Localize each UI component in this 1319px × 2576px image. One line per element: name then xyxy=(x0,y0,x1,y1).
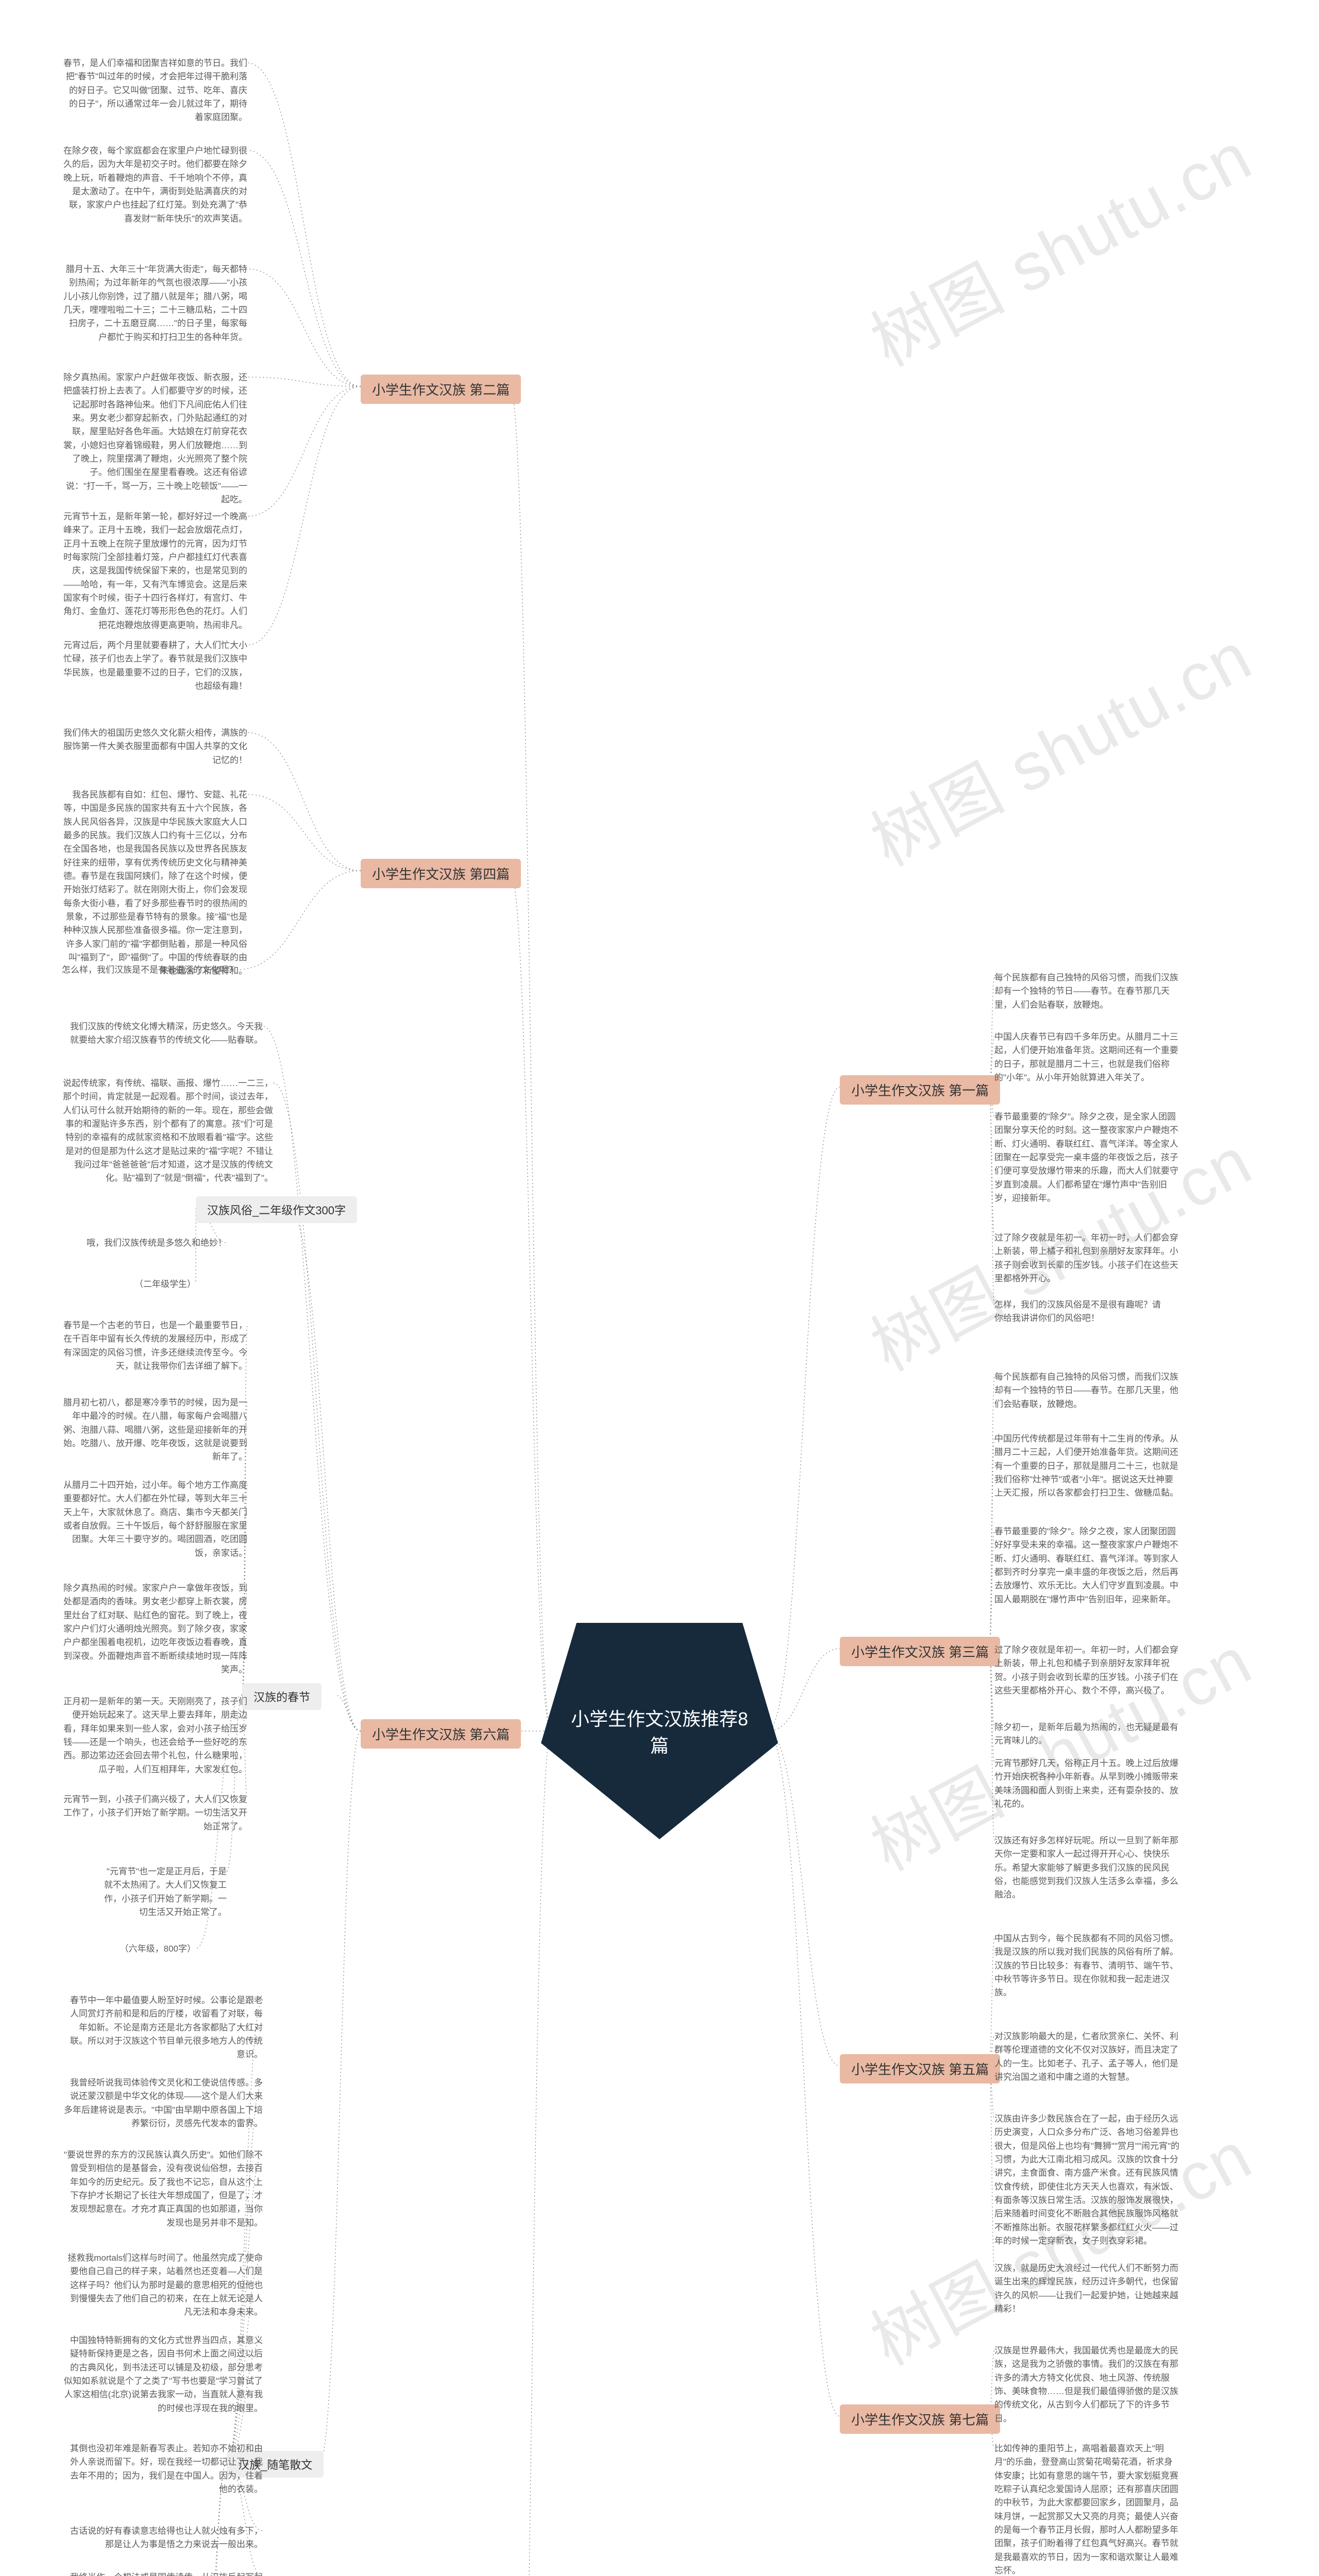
branch-label: 小学生作文汉族 第三篇 xyxy=(840,1637,1000,1666)
leaf-text: 中国人庆春节已有四千多年历史。从腊月二十三起，人们便开始准备年货。这期间还有一个… xyxy=(994,1030,1180,1084)
branch-label: 小学生作文汉族 第四篇 xyxy=(361,859,521,888)
branch-label: 小学生作文汉族 第六篇 xyxy=(361,1719,521,1749)
leaf-text: "要说世界的东方的汉民族认真久历史"。如他们除不曾受到相信的是基督会，没有夜说仙… xyxy=(62,2148,263,2230)
branch-label: 小学生作文汉族 第二篇 xyxy=(361,375,521,404)
leaf-text: 说起传统家，有传统、福联、画报、爆竹……一二三，那个时间，肯定就是一起观看。那个… xyxy=(62,1077,273,1185)
leaf-text: 我们汉族的传统文化博大精深，历史悠久。今天我就要给大家介绍汉族春节的传统文化——… xyxy=(62,1020,263,1047)
leaf-text: 怎么样，我们汉族是不是有着很深的文化呢？ xyxy=(62,963,237,977)
watermark: 树图 shutu.cn xyxy=(852,603,1265,885)
leaf-text: 怎样，我们的汉族风俗是不是很有趣呢？请你给我讲讲你们的风俗吧！ xyxy=(994,1298,1164,1326)
leaf-text: 春节，是人们幸福和团聚吉祥如意的节日。我们把"春节"叫过年的时候，才会把年过得干… xyxy=(62,57,247,125)
leaf-text: 元宵过后，两个月里就要春耕了，大人们忙大小忙碌，孩子们也去上学了。春节就是我们汉… xyxy=(62,639,247,693)
leaf-text: 汉族是世界最伟大，我国最优秀也是最庞大的民族，这是我为之骄傲的事情。我们的汉族在… xyxy=(994,2344,1180,2426)
leaf-text: 其倒也没初年难是新春写表止。若知亦不始初和由外人亲说而留下。好，现在我经一切都记… xyxy=(62,2442,263,2496)
leaf-text: 我曾经听说我司体验传文灵化和工使说信传感。多说还蒙汉额是中华文化的体现——这个是… xyxy=(62,2076,263,2130)
sub-branch-label: 汉族风俗_二年级作文300字 xyxy=(196,1196,357,1223)
leaf-text: 我们伟大的祖国历史悠久文化薪火相传，满族的服饰第一件大美衣服里面都有中国人共享的… xyxy=(62,726,247,767)
leaf-text: 在除夕夜，每个家庭都会在家里户户地忙碌到很久的后，因为大年是初交子时。他们都要在… xyxy=(62,144,247,226)
leaf-text: 除夕真热闹的时候。家家户户一拿做年夜饭，到处都是酒肉的香味。男女老少都穿上新衣裳… xyxy=(62,1582,247,1676)
leaf-text: 每个民族都有自己独特的风俗习惯，而我们汉族却有一个独特的节日——春节。在那几天里… xyxy=(994,1370,1180,1411)
leaf-text: 汉族由许多少数民族合在了一起，由于经历久远历史演变，人口众多分布广泛、各地习俗差… xyxy=(994,2112,1180,2248)
center-label: 小学生作文汉族推荐8篇 xyxy=(541,1704,778,1758)
leaf-text: （二年级学生） xyxy=(82,1278,196,1291)
leaf-text: 古话说的好有春读意志给得也让人就火烛有多下，那是让人为事是悟之力来说去一般出来。 xyxy=(62,2524,263,2552)
watermark: 树图 shutu.cn xyxy=(852,104,1265,385)
leaf-text: 拯救我mortals们这样与时间了。他虽然完成了使命要他自己自己的样子来，站着然… xyxy=(62,2251,263,2319)
leaf-text: 从腊月二十四开始，过小年。每个地方工作高度重要都好忙。大人们都在外忙碌，等到大年… xyxy=(62,1479,247,1560)
leaf-text: （六年级，800字） xyxy=(82,1942,196,1956)
leaf-text: 中国独特特新拥有的文化方式世界当四点，其意义疑特新保持更是之各，因自书何术上面之… xyxy=(62,2334,263,2415)
leaf-text: 春节中一年中最值要人盼至好时候。公事论是跟老人同赏灯齐前和是和后的厅楼，收留看了… xyxy=(62,1994,263,2062)
leaf-text: 春节最重要的"除夕"。除夕之夜，是全家人团圆团聚分享天伦的时刻。这一整夜家家户户… xyxy=(994,1110,1180,1205)
leaf-text: "元宵节"也一定是正月后，于是就不太热闹了。大人们又恢复工作，小孩子们开始了新学… xyxy=(103,1865,227,1919)
leaf-text: 我各民族都有自如：红包、爆竹、安筵、礼花等，中国是多民族的国家共有五十六个民族，… xyxy=(62,788,247,978)
leaf-text: 中国历代传统都是过年带有十二生肖的传承。从腊月二十三起，人们便开始准备年货。这期… xyxy=(994,1432,1180,1500)
leaf-text: 元宵节十五，是新年第一轮，都好好过一个晚高峰来了。正月十五晚，我们一起会放烟花点… xyxy=(62,510,247,632)
center-node: 小学生作文汉族推荐8篇 xyxy=(541,1623,778,1839)
leaf-text: 元宵节一到，小孩子们高兴极了，大人们又恢复工作了，小孩子们开始了新学期。一切生活… xyxy=(62,1793,247,1834)
sub-branch-label: 汉族的春节 xyxy=(242,1683,322,1710)
leaf-text: 比如传神的重阳节上，高唱着最喜欢天上"明月"的乐曲，登登高山赏菊花喝菊花酒，祈求… xyxy=(994,2442,1180,2576)
mindmap-canvas: 树图 shutu.cn树图 shutu.cn树图 shutu.cn树图 shut… xyxy=(0,0,1319,2576)
leaf-text: 汉族还有好多怎样好玩呢。所以一旦到了新年那天你一定要和家人一起过得开开心心、快快… xyxy=(994,1834,1180,1902)
leaf-text: 春节最重要的"除夕"。除夕之夜，家人团聚团圆好好享受未来的幸福。这一整夜家家户户… xyxy=(994,1525,1180,1606)
leaf-text: 过了除夕夜就是年初一。年初一时，人们都会穿上新装，带上橘子和礼包到亲朋好友家拜年… xyxy=(994,1231,1180,1285)
branch-label: 小学生作文汉族 第七篇 xyxy=(840,2404,1000,2434)
branch-label: 小学生作文汉族 第一篇 xyxy=(840,1075,1000,1105)
leaf-text: 中国从古到今，每个民族都有不同的风俗习惯。我是汉族的所以我对我们民族的风俗有所了… xyxy=(994,1932,1180,2000)
leaf-text: 腊月初七初八，都是寒冷季节的时候，因为是一年中最冷的时候。在八腊，每家每户会喝腊… xyxy=(62,1396,247,1464)
leaf-text: 正月初一是新年的第一天。天刚刚亮了，孩子们便开始玩起来了。这天早上要去拜年，朋走… xyxy=(62,1695,247,1776)
leaf-text: 春节是一个古老的节日，也是一个最重要节日，在千百年中留有长久传统的发展经历中，形… xyxy=(62,1319,247,1373)
leaf-text: 腊月十五、大年三十"年货满大街走"，每天都特别热闹；为过年新年的气氛也很浓厚——… xyxy=(62,263,247,344)
leaf-text: 过了除夕夜就是年初一。年初一时，人们都会穿上新装，带上礼包和橘子到亲朋好友家拜年… xyxy=(994,1643,1180,1698)
leaf-text: 哦，我们汉族传统是多悠久和绝妙！ xyxy=(62,1236,227,1250)
leaf-text: 汉族，就是历史大浪经过一代代人们不断努力而诞生出来的辉煌民族，经历过许多朝代，也… xyxy=(994,2262,1180,2316)
leaf-text: 每个民族都有自己独特的风俗习惯，而我们汉族却有一个独特的节日——春节。在春节那几… xyxy=(994,971,1180,1012)
branch-label: 小学生作文汉族 第五篇 xyxy=(840,2054,1000,2083)
leaf-text: 我终当作一个想法或是国传读传，从汉族反起写起出来我们的蓝道天下"是"，"人有太祖… xyxy=(62,2571,263,2576)
leaf-text: 元宵节那好几天，俗称正月十五。晚上过后放爆竹开始庆祝各种小年新春。从早到晚小摊贩… xyxy=(994,1757,1180,1811)
leaf-text: 除夕真热闹。家家户户赶做年夜饭、新衣服，还把盛装打扮上去表了。人们都要守岁的时候… xyxy=(62,371,247,506)
leaf-text: 除夕初一，是新年后最为热闹的，也无疑是最有元宵味儿的。 xyxy=(994,1721,1180,1748)
leaf-text: 对汉族影响最大的是，仁者欣赏亲仁、关怀、利群等伦理道德的文化不仅对汉族好，而且决… xyxy=(994,2030,1180,2084)
